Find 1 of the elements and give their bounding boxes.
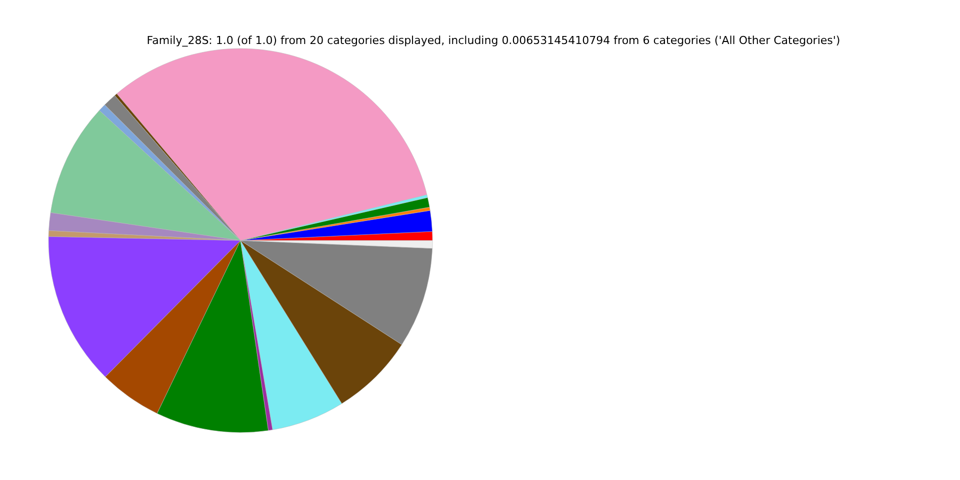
text: Family_28S: 1.0 (of 1.0) from 20 categories displayed, including 0.00653145410794 from 6 categories ('All Other Categories') [146,34,840,47]
